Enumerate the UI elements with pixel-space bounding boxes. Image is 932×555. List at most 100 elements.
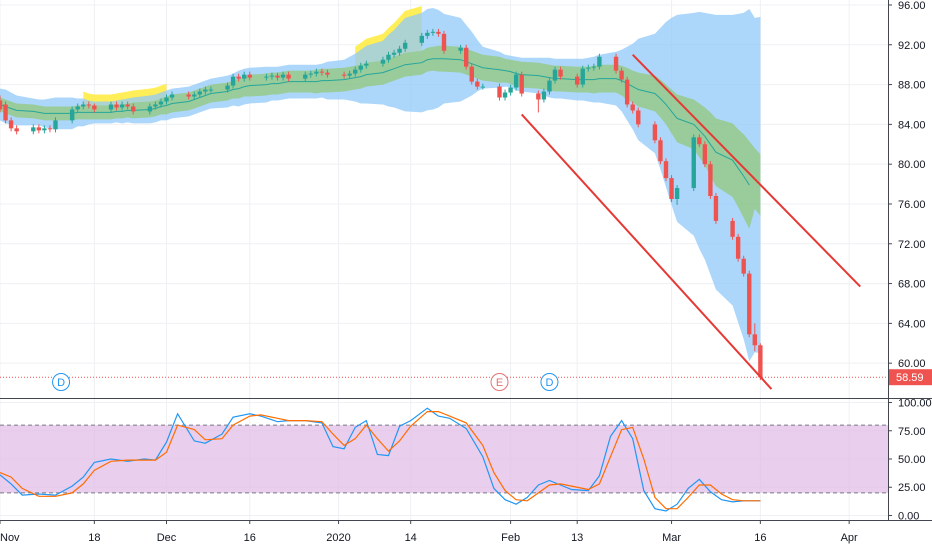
candle-body <box>624 79 630 105</box>
candle-body <box>674 188 680 199</box>
time-tick-label: Mar <box>662 532 681 544</box>
candle-body <box>14 128 19 132</box>
osc-tick-label: 25.00 <box>898 482 926 494</box>
bollinger-band-fill <box>0 8 761 362</box>
candle-body <box>319 71 325 73</box>
candle-body <box>458 47 463 51</box>
keltner-channel-fill <box>0 45 761 229</box>
candle-body <box>480 86 486 88</box>
candle-body <box>575 76 580 85</box>
price-tick-label: 84.00 <box>898 119 926 131</box>
candle-body <box>314 71 319 74</box>
candle-body <box>735 236 741 259</box>
candle-body <box>613 56 619 71</box>
time-tick-label: 14 <box>405 532 417 544</box>
candle-body <box>669 178 674 199</box>
candle-body <box>164 97 169 102</box>
candle-body <box>69 109 75 121</box>
candle-body <box>497 86 502 98</box>
candle-body <box>197 91 202 95</box>
candle-body <box>391 52 397 55</box>
candle-body <box>364 63 369 66</box>
candle-body <box>269 75 275 77</box>
price-tick-label: 96.00 <box>898 0 926 12</box>
candle-body <box>186 94 191 97</box>
candle-body <box>169 94 175 98</box>
candle-body <box>441 33 447 51</box>
candle-body <box>203 89 208 92</box>
candle-body <box>8 120 14 129</box>
candle-body <box>702 144 708 165</box>
candle-body <box>286 74 291 79</box>
candle-body <box>419 35 424 43</box>
candle-body <box>247 74 252 78</box>
event-marker-circle <box>540 373 559 391</box>
candle-body <box>275 75 280 78</box>
candle-body <box>697 137 702 145</box>
candle-body <box>353 69 358 74</box>
last-price-label: 58.59 <box>896 372 924 384</box>
price-tick-label: 72.00 <box>898 239 926 251</box>
time-tick-label: Feb <box>501 532 520 544</box>
candle-body <box>658 140 663 162</box>
osc-tick-label: 75.00 <box>898 426 926 438</box>
candle-body <box>158 101 164 105</box>
candle-body <box>75 106 80 110</box>
time-tick-label: 13 <box>571 532 583 544</box>
trend-line <box>631 54 861 288</box>
candle-body <box>42 128 47 131</box>
osc-tick-label: 0.00 <box>898 510 919 522</box>
candle-body <box>586 67 591 69</box>
candle-body <box>652 124 658 141</box>
candle-body <box>242 74 247 79</box>
candle-body <box>119 104 125 108</box>
price-tick-label: 80.00 <box>898 159 926 171</box>
osc-series-line <box>0 411 761 510</box>
candle-body <box>308 73 313 75</box>
candle-body <box>436 31 441 34</box>
oscillator-pane <box>0 398 932 516</box>
candle-body <box>31 127 36 132</box>
candle-body <box>541 91 547 100</box>
candle-body <box>236 76 241 79</box>
candle-body <box>708 164 713 197</box>
candle-body <box>597 56 602 67</box>
candle-body <box>663 161 669 179</box>
trend-lines <box>0 54 888 390</box>
event-marker-circle <box>490 373 509 391</box>
time-tick-label: 16 <box>754 532 766 544</box>
candle-body <box>469 66 474 82</box>
candle-body <box>147 106 153 112</box>
candle-body <box>81 104 86 107</box>
candles <box>0 28 763 381</box>
candle-body <box>619 70 624 80</box>
candle-body <box>475 81 480 87</box>
price-tick-label: 68.00 <box>898 279 926 291</box>
candle-body <box>636 110 641 125</box>
candle-body <box>358 65 363 70</box>
candle-body <box>264 76 269 78</box>
candle-body <box>552 69 558 81</box>
candle-body <box>53 120 58 130</box>
candle-body <box>752 334 757 346</box>
candle-body <box>280 74 286 78</box>
candle-body <box>730 220 735 237</box>
time-tick-label: Nov <box>0 532 20 544</box>
price-tick-label: 60.00 <box>898 358 926 370</box>
osc-tick-label: 50.00 <box>898 454 926 466</box>
candle-body <box>347 73 352 76</box>
event-marker-label: E <box>496 377 503 389</box>
candle-body <box>0 100 3 110</box>
candle-body <box>741 258 746 274</box>
candle-body <box>630 104 635 111</box>
osc-band <box>0 425 888 493</box>
candle-body <box>386 54 391 60</box>
event-marker-label: D <box>545 377 553 389</box>
time-tick-label: 18 <box>88 532 100 544</box>
osc-tick-label: 100.00 <box>898 398 932 410</box>
time-tick-label: Apr <box>841 532 858 544</box>
candle-body <box>341 74 347 76</box>
